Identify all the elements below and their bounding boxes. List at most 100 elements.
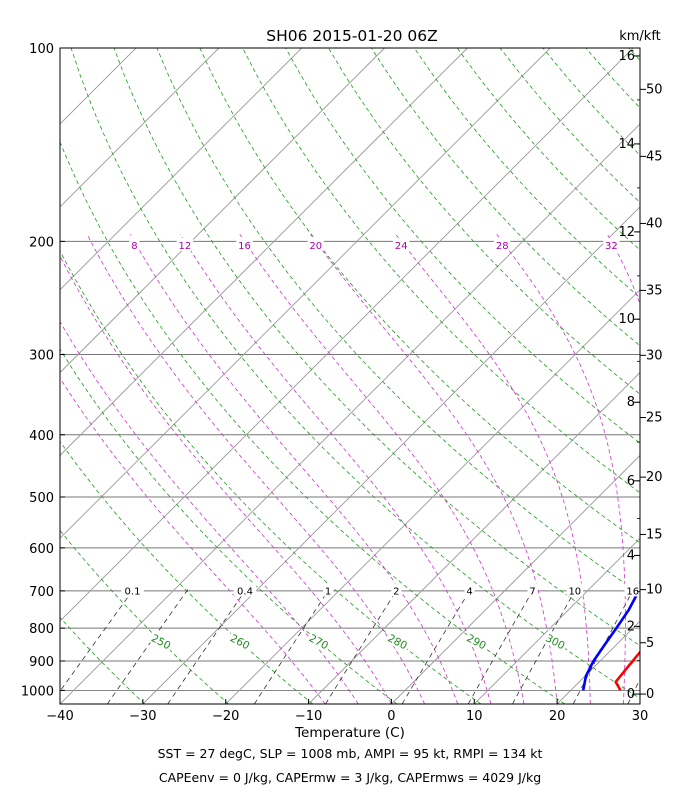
- kft-tick-label: 25: [646, 410, 663, 425]
- y-tick-label: 600: [29, 542, 54, 557]
- moist-adiabat-line: [60, 255, 392, 704]
- kft-tick-label: 0: [646, 687, 654, 702]
- km-tick-label: 8: [627, 395, 635, 410]
- x-axis-label: Temperature (C): [294, 725, 405, 741]
- kft-tick-label: 35: [646, 283, 663, 298]
- km-tick-label: 6: [627, 474, 635, 489]
- mixing-ratio-label: 2: [391, 583, 402, 597]
- mixing-ratio-line: [467, 586, 536, 704]
- moist-adiabat-label: 8: [129, 237, 140, 252]
- dry-adiabat-line: [60, 702, 61, 704]
- plot-frame: [59, 47, 641, 705]
- mixing-ratio-line: [401, 586, 473, 704]
- svg-text:10: 10: [568, 586, 581, 597]
- isotherm-line: [391, 454, 640, 704]
- mixing-ratio-label: 0.4: [233, 583, 257, 597]
- km-tick-label: 10: [618, 312, 635, 327]
- y-tick-label: 700: [29, 585, 54, 600]
- moist-adiabat-line: [130, 234, 459, 704]
- mixing-ratio-line: [106, 586, 191, 704]
- svg-text:8: 8: [131, 241, 137, 252]
- dry-adiabat-line: [199, 48, 640, 544]
- mixing-ratio-line: [627, 678, 640, 704]
- kft-tick-label: 45: [646, 149, 663, 164]
- kft-tick-label: 40: [646, 216, 663, 231]
- dry-adiabat-label: 250: [148, 629, 176, 653]
- dry-adiabat-line: [70, 48, 640, 699]
- mixing-ratio-line: [572, 586, 636, 704]
- mixing-ratio-label: 7: [527, 583, 538, 597]
- x-tick-label: −30: [129, 709, 156, 724]
- moist-adiabat-line: [395, 234, 591, 704]
- moist-adiabat-label: 16: [236, 237, 253, 252]
- isotherm-line: [639, 703, 640, 704]
- km-tick-label: 14: [618, 137, 635, 152]
- svg-text:16: 16: [626, 586, 639, 597]
- y-tick-label: 300: [29, 348, 54, 363]
- moist-adiabat-label: 12: [176, 237, 194, 252]
- isotherm-line: [60, 48, 468, 457]
- isotherm-line: [0, 48, 53, 704]
- kft-tick-label: 20: [646, 470, 663, 485]
- dry-adiabat-line: [499, 48, 640, 204]
- dry-adiabat-line: [113, 48, 640, 647]
- moist-adiabat-line: [60, 320, 359, 704]
- y-tick-label: 800: [29, 622, 54, 637]
- stats-line-2: CAPEenv = 0 J/kg, CAPErmw = 3 J/kg, CAPE…: [158, 770, 542, 785]
- moist-adiabat-line: [496, 234, 626, 704]
- mixing-ratio-label: 1: [323, 583, 334, 597]
- svg-text:0.1: 0.1: [125, 586, 141, 597]
- svg-text:1: 1: [325, 586, 331, 597]
- svg-text:28: 28: [496, 241, 509, 252]
- mixing-ratio-line: [325, 586, 400, 704]
- mixing-ratio-label: 16: [624, 583, 640, 597]
- svg-text:16: 16: [238, 241, 251, 252]
- mixing-ratio-line: [253, 586, 332, 704]
- km-tick-label: 16: [618, 49, 635, 64]
- moist-adiabat-line: [180, 234, 492, 704]
- x-tick-label: −20: [212, 709, 239, 724]
- km-tick-label: 4: [627, 548, 635, 563]
- svg-text:2: 2: [393, 586, 399, 597]
- y-tick-label: 500: [29, 491, 54, 506]
- moist-adiabat-label: 20: [307, 237, 324, 252]
- km-tick-label: 0: [627, 687, 635, 702]
- isotherm-line: [473, 537, 640, 704]
- isotherm-line: [60, 48, 137, 125]
- dry-adiabat-line: [60, 249, 482, 704]
- moist-adiabat-label: 28: [494, 237, 511, 252]
- dry-adiabat-line: [242, 48, 640, 494]
- isotherm-line: [142, 206, 640, 704]
- stats-line-1: SST = 27 degC, SLP = 1008 mb, AMPI = 95 …: [157, 746, 543, 761]
- kft-tick-label: 50: [646, 82, 663, 97]
- y-tick-label: 100: [29, 42, 54, 57]
- mixing-ratio-label: 4: [464, 583, 475, 597]
- chart-title: SH06 2015-01-20 06Z: [266, 27, 438, 45]
- x-tick-label: −10: [295, 709, 322, 724]
- x-tick-label: 10: [466, 709, 483, 724]
- svg-text:4: 4: [466, 586, 472, 597]
- dry-adiabat-line: [628, 48, 640, 61]
- isotherm-line: [308, 371, 640, 704]
- svg-text:20: 20: [309, 241, 322, 252]
- dry-adiabat-line: [672, 48, 700, 704]
- dry-adiabat-line: [60, 348, 398, 704]
- isotherm-line: [60, 48, 634, 622]
- isotherm-line: [225, 289, 640, 704]
- dry-adiabat-line: [285, 48, 640, 444]
- dry-adiabat-line: [371, 48, 640, 347]
- axes: −40 −30 −20 −10 0 10 20 30100200300400500600700…: [21, 42, 663, 724]
- kft-tick-label: 10: [646, 583, 663, 598]
- moist-adiabat-line: [310, 234, 558, 704]
- dry-adiabat-line: [60, 616, 145, 704]
- mixing-ratio-line: [512, 586, 578, 704]
- moist-adiabat-line: [239, 234, 525, 704]
- mixing-ratio-line: [167, 586, 249, 704]
- svg-text:0.4: 0.4: [237, 586, 253, 597]
- y-tick-label: 900: [29, 655, 54, 670]
- isotherm-line: [60, 48, 385, 374]
- dry-adiabat-label: 290: [463, 629, 491, 653]
- moist-adiabat-line: [86, 234, 425, 704]
- isotherm-line: [60, 123, 640, 704]
